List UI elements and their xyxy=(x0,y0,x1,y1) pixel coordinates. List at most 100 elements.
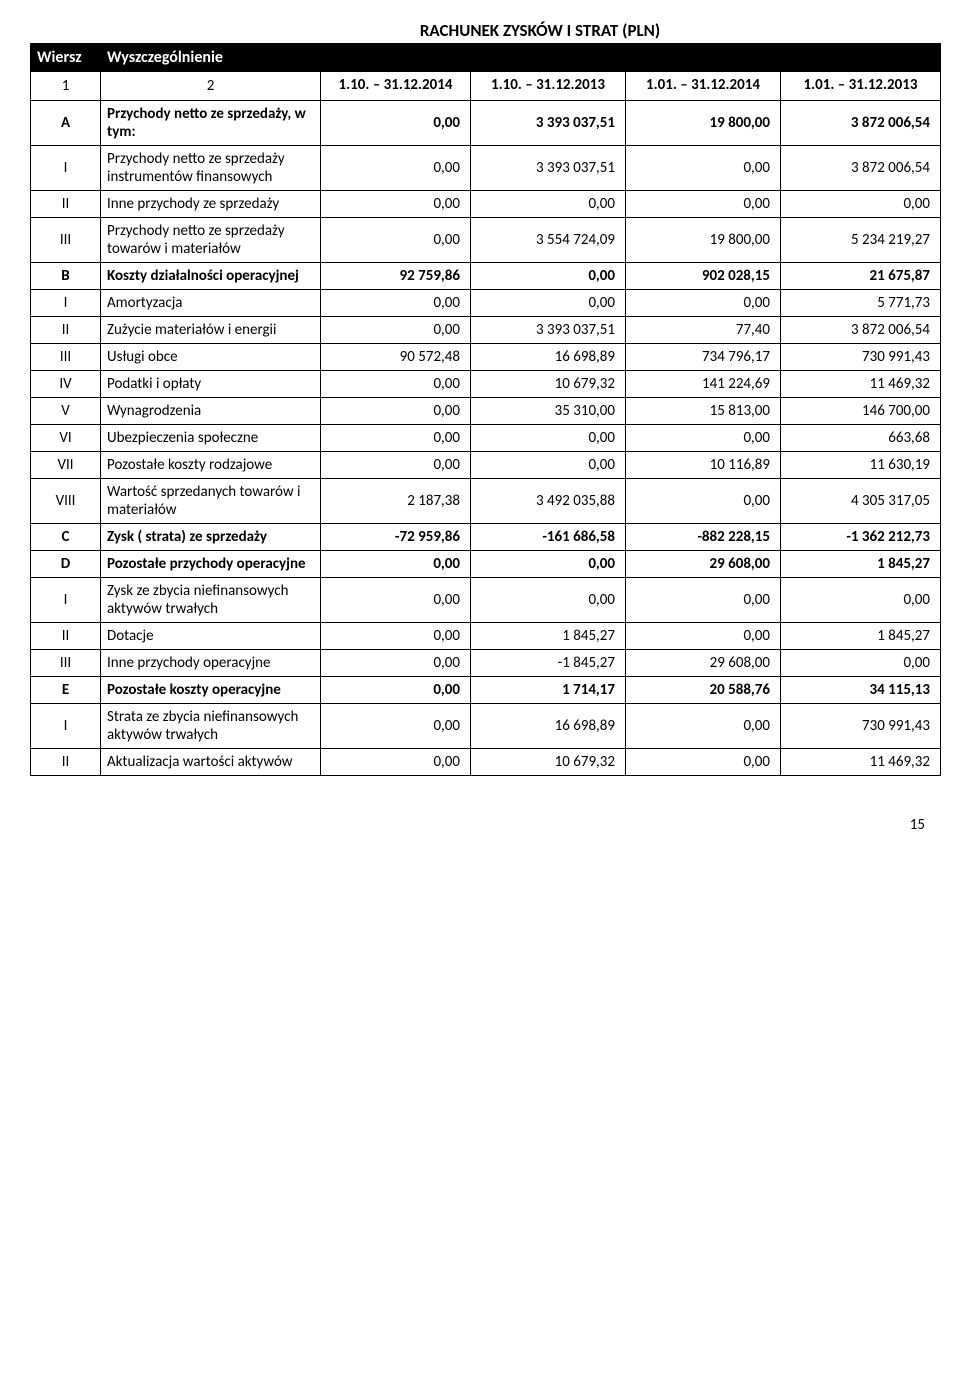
table-row: DPozostałe przychody operacyjne0,000,002… xyxy=(31,550,941,577)
row-value: 4 305 317,05 xyxy=(781,478,941,523)
row-description: Inne przychody ze sprzedaży xyxy=(101,190,321,217)
row-id: I xyxy=(31,703,101,748)
row-value: 0,00 xyxy=(626,748,781,775)
row-id: VIII xyxy=(31,478,101,523)
row-id: II xyxy=(31,622,101,649)
row-value: 16 698,89 xyxy=(471,703,626,748)
row-value: 35 310,00 xyxy=(471,397,626,424)
row-value: 21 675,87 xyxy=(781,262,941,289)
row-value: 1 845,27 xyxy=(781,550,941,577)
table-row: VWynagrodzenia0,0035 310,0015 813,00146 … xyxy=(31,397,941,424)
row-id: I xyxy=(31,289,101,316)
header-blank xyxy=(321,44,471,72)
row-value: 0,00 xyxy=(321,649,471,676)
table-row: VIIPozostałe koszty rodzajowe0,000,0010 … xyxy=(31,451,941,478)
row-value: 0,00 xyxy=(471,424,626,451)
row-value: 0,00 xyxy=(471,262,626,289)
header-blank xyxy=(626,44,781,72)
table-row: IIAktualizacja wartości aktywów0,0010 67… xyxy=(31,748,941,775)
row-value: 5 234 219,27 xyxy=(781,217,941,262)
table-row: IIDotacje0,001 845,270,001 845,27 xyxy=(31,622,941,649)
page-number: 15 xyxy=(30,816,930,834)
row-value: 0,00 xyxy=(321,316,471,343)
row-value: 146 700,00 xyxy=(781,397,941,424)
table-row: CZysk ( strata) ze sprzedaży-72 959,86-1… xyxy=(31,523,941,550)
row-id: II xyxy=(31,316,101,343)
row-value: 0,00 xyxy=(321,577,471,622)
row-value: 0,00 xyxy=(321,190,471,217)
table-row: EPozostałe koszty operacyjne0,001 714,17… xyxy=(31,676,941,703)
row-value: 3 393 037,51 xyxy=(471,100,626,145)
row-value: 0,00 xyxy=(781,577,941,622)
row-value: -882 228,15 xyxy=(626,523,781,550)
row-value: 2 187,38 xyxy=(321,478,471,523)
row-id: III xyxy=(31,343,101,370)
row-description: Ubezpieczenia społeczne xyxy=(101,424,321,451)
row-value: 77,40 xyxy=(626,316,781,343)
row-value: 3 872 006,54 xyxy=(781,316,941,343)
row-value: 11 630,19 xyxy=(781,451,941,478)
table-row: IStrata ze zbycia niefinansowych aktywów… xyxy=(31,703,941,748)
row-value: -1 362 212,73 xyxy=(781,523,941,550)
income-statement-table: Wiersz Wyszczególnienie 1 2 1.10. – 31.1… xyxy=(30,43,941,776)
table-row: IIInne przychody ze sprzedaży0,000,000,0… xyxy=(31,190,941,217)
row-value: 0,00 xyxy=(321,370,471,397)
report-title: RACHUNEK ZYSKÓW I STRAT (PLN) xyxy=(150,20,930,41)
header-blank xyxy=(471,44,626,72)
table-row: VIUbezpieczenia społeczne0,000,000,00663… xyxy=(31,424,941,451)
row-value: 0,00 xyxy=(471,451,626,478)
row-value: 0,00 xyxy=(471,577,626,622)
row-description: Przychody netto ze sprzedaży towarów i m… xyxy=(101,217,321,262)
row-value: 0,00 xyxy=(321,748,471,775)
table-row: VIIIWartość sprzedanych towarów i materi… xyxy=(31,478,941,523)
row-value: 0,00 xyxy=(321,550,471,577)
row-description: Koszty działalności operacyjnej xyxy=(101,262,321,289)
row-value: 20 588,76 xyxy=(626,676,781,703)
row-description: Wynagrodzenia xyxy=(101,397,321,424)
row-id: B xyxy=(31,262,101,289)
header-wyszczegolnienie: Wyszczególnienie xyxy=(101,44,321,72)
row-id: II xyxy=(31,748,101,775)
row-id: VII xyxy=(31,451,101,478)
row-id: IV xyxy=(31,370,101,397)
row-value: 0,00 xyxy=(471,289,626,316)
row-value: 734 796,17 xyxy=(626,343,781,370)
row-id: E xyxy=(31,676,101,703)
row-value: 10 679,32 xyxy=(471,370,626,397)
row-value: 1 845,27 xyxy=(781,622,941,649)
row-value: 0,00 xyxy=(321,289,471,316)
row-description: Inne przychody operacyjne xyxy=(101,649,321,676)
row-description: Pozostałe przychody operacyjne xyxy=(101,550,321,577)
row-value: 10 679,32 xyxy=(471,748,626,775)
row-description: Zysk ze zbycia niefinansowych aktywów tr… xyxy=(101,577,321,622)
row-value: 141 224,69 xyxy=(626,370,781,397)
row-value: 0,00 xyxy=(626,289,781,316)
row-description: Usługi obce xyxy=(101,343,321,370)
row-value: 0,00 xyxy=(321,145,471,190)
period-2: 1.10. – 31.12.2013 xyxy=(471,72,626,101)
row-id: II xyxy=(31,190,101,217)
table-row: IZysk ze zbycia niefinansowych aktywów t… xyxy=(31,577,941,622)
row-value: 29 608,00 xyxy=(626,649,781,676)
row-id: D xyxy=(31,550,101,577)
row-description: Pozostałe koszty rodzajowe xyxy=(101,451,321,478)
table-row: IIIInne przychody operacyjne0,00-1 845,2… xyxy=(31,649,941,676)
row-value: 3 872 006,54 xyxy=(781,145,941,190)
row-value: 730 991,43 xyxy=(781,703,941,748)
row-id: V xyxy=(31,397,101,424)
row-value: 11 469,32 xyxy=(781,748,941,775)
row-value: 0,00 xyxy=(321,217,471,262)
row-value: 0,00 xyxy=(471,550,626,577)
row-value: 29 608,00 xyxy=(626,550,781,577)
row-value: 0,00 xyxy=(321,676,471,703)
row-description: Zużycie materiałów i energii xyxy=(101,316,321,343)
row-value: 92 759,86 xyxy=(321,262,471,289)
row-description: Aktualizacja wartości aktywów xyxy=(101,748,321,775)
row-value: 0,00 xyxy=(626,478,781,523)
row-value: 0,00 xyxy=(626,190,781,217)
col-index-2: 2 xyxy=(101,72,321,101)
row-id: I xyxy=(31,145,101,190)
row-id: C xyxy=(31,523,101,550)
row-value: -1 845,27 xyxy=(471,649,626,676)
row-value: 0,00 xyxy=(626,145,781,190)
